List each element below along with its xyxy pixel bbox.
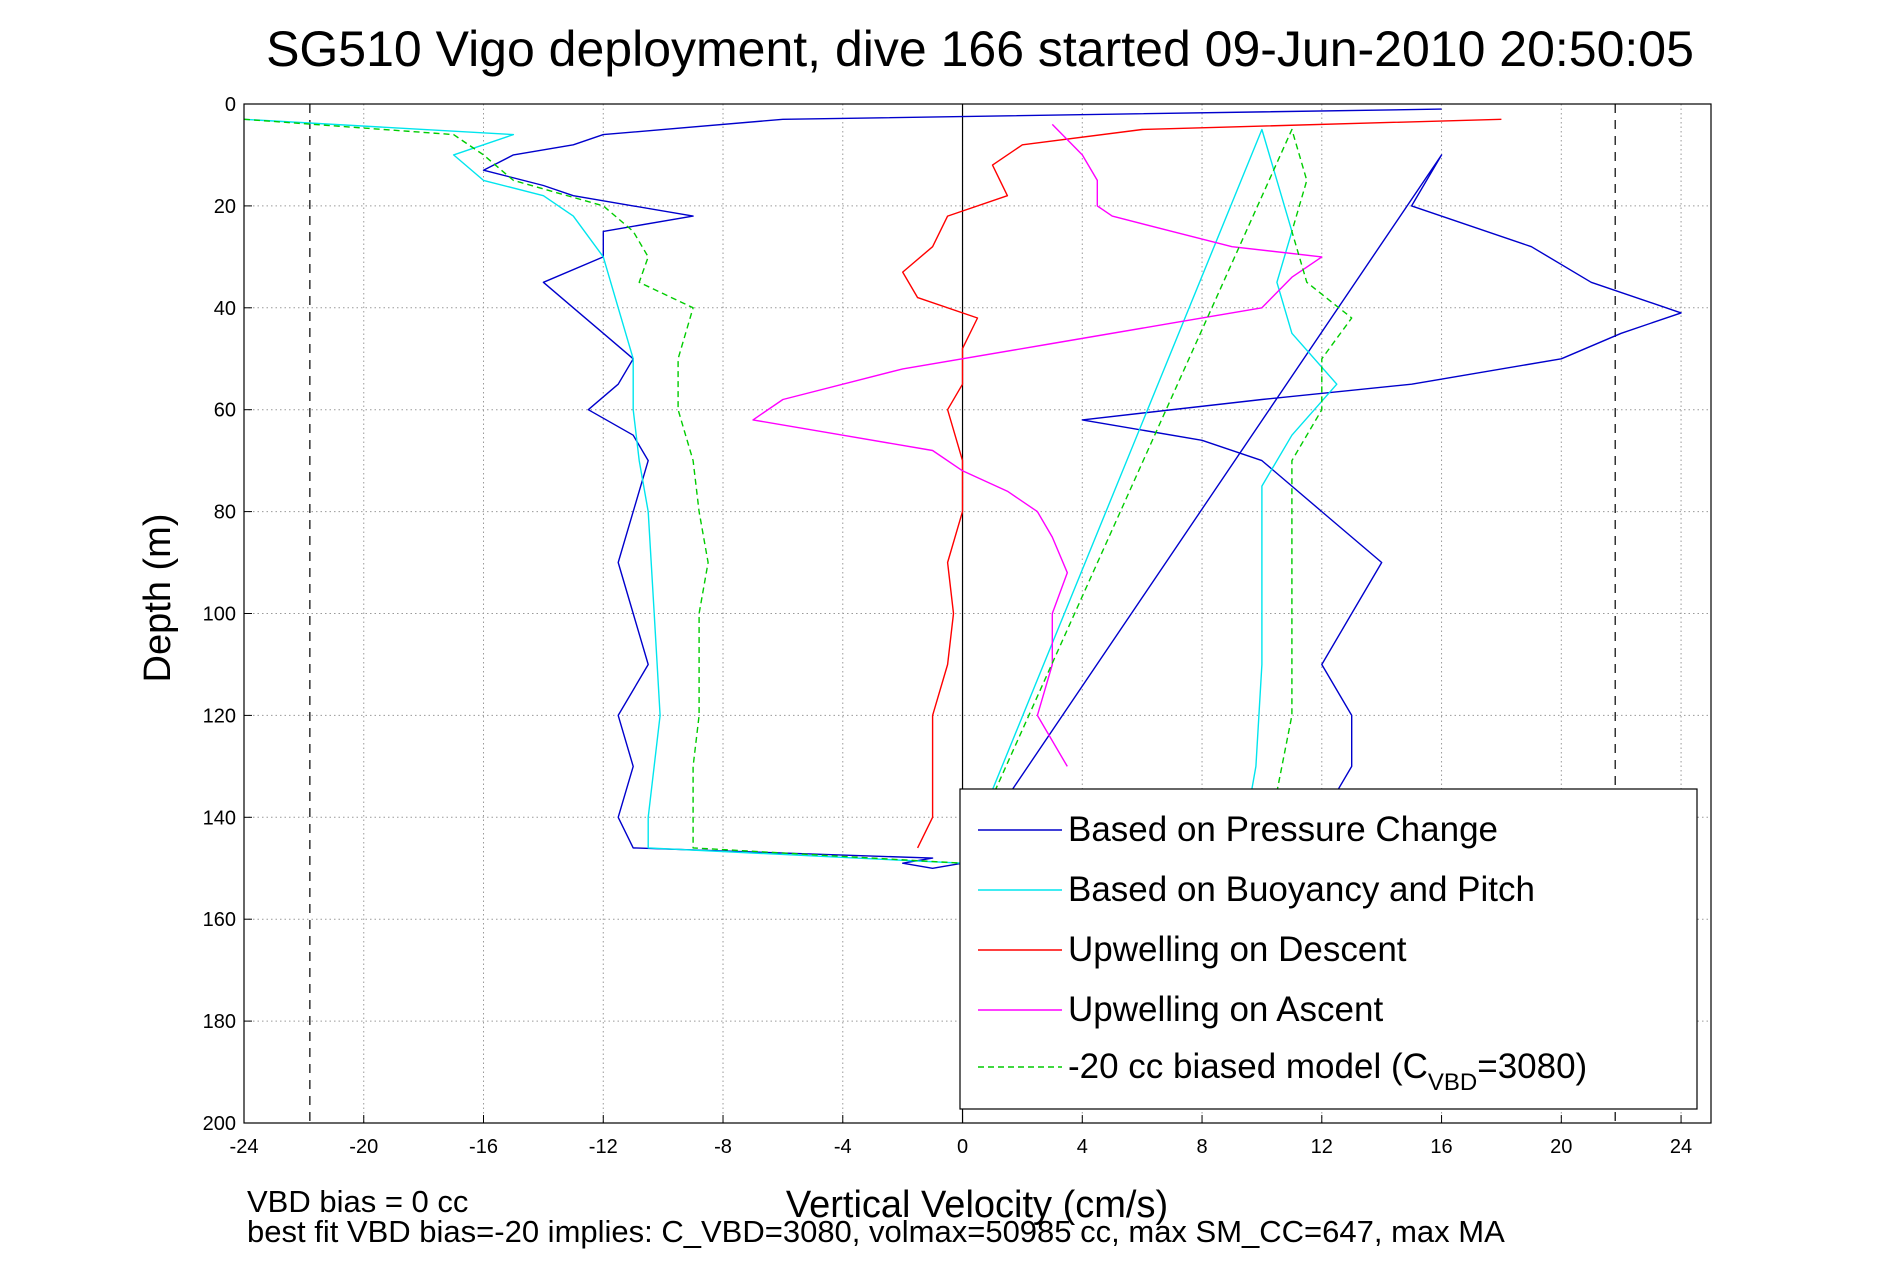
footer-line-1: VBD bias = 0 cc bbox=[247, 1184, 468, 1219]
legend-label: Upwelling on Ascent bbox=[1068, 990, 1383, 1029]
x-tick-label: -12 bbox=[589, 1136, 618, 1158]
y-tick-label: 120 bbox=[203, 705, 236, 727]
x-tick-label: -24 bbox=[230, 1136, 259, 1158]
x-tick-label: 8 bbox=[1196, 1136, 1207, 1158]
x-tick-label: 0 bbox=[957, 1136, 968, 1158]
chart-title: SG510 Vigo deployment, dive 166 started … bbox=[266, 21, 1694, 77]
legend-label: -20 cc biased model (CVBD=3080) bbox=[1068, 1047, 1587, 1096]
series-line-based-on-pressure-change bbox=[482, 108, 1682, 869]
plot-frame bbox=[243, 103, 1712, 1124]
x-tick-label: 4 bbox=[1077, 1136, 1088, 1158]
x-tick-label: -16 bbox=[469, 1136, 498, 1158]
y-tick-label: 0 bbox=[225, 94, 236, 116]
y-tick-label: 200 bbox=[203, 1113, 236, 1135]
series-line-upwelling-on-descent bbox=[902, 118, 1502, 849]
legend-label: Based on Buoyancy and Pitch bbox=[1068, 870, 1535, 909]
x-axis-label: Vertical Velocity (cm/s) bbox=[786, 1184, 1168, 1226]
y-axis-label: Depth (m) bbox=[137, 514, 179, 683]
y-tick-label: 160 bbox=[203, 909, 236, 931]
x-tick-label: -20 bbox=[349, 1136, 378, 1158]
x-tick-label: 12 bbox=[1311, 1136, 1333, 1158]
x-tick-label: 20 bbox=[1550, 1136, 1572, 1158]
legend-box bbox=[959, 788, 1698, 1110]
y-tick-label: 80 bbox=[214, 502, 236, 524]
y-tick-label: 140 bbox=[203, 807, 236, 829]
legend-label: Upwelling on Descent bbox=[1068, 930, 1407, 969]
series-line-based-on-buoyancy-and-pitch bbox=[243, 118, 1338, 864]
x-tick-label: -8 bbox=[714, 1136, 732, 1158]
footer-line-2: best fit VBD bias=-20 implies: C_VBD=308… bbox=[247, 1214, 1505, 1249]
legend: Based on Pressure Change Based on Buoyanc… bbox=[959, 788, 1698, 1110]
legend-label: Based on Pressure Change bbox=[1068, 810, 1498, 849]
y-tick-label: 20 bbox=[214, 196, 236, 218]
y-tick-labels: 0 20 40 60 80 100 120 140 160 180 200 bbox=[203, 94, 236, 1135]
x-tick-label: -4 bbox=[834, 1136, 852, 1158]
y-tick-label: 100 bbox=[203, 604, 236, 626]
series-layer bbox=[243, 108, 1682, 869]
series-line-upwelling-on-ascent bbox=[752, 123, 1323, 767]
y-tick-label: 180 bbox=[203, 1011, 236, 1033]
x-tick-label: 24 bbox=[1670, 1136, 1692, 1158]
y-tick-label: 60 bbox=[214, 400, 236, 422]
y-tick-label: 40 bbox=[214, 298, 236, 320]
x-tick-label: 16 bbox=[1430, 1136, 1452, 1158]
x-tick-labels: -24 -20 -16 -12 -8 -4 0 4 8 12 16 20 24 bbox=[230, 1136, 1693, 1158]
